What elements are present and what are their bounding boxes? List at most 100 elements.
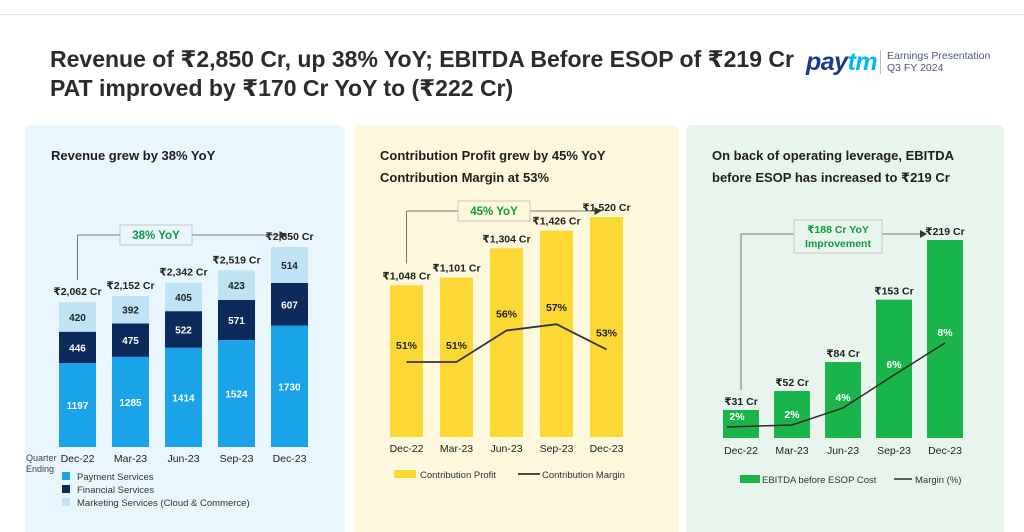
margin-label: 51% <box>396 340 418 352</box>
ebitda-bar-label: ₹84 Cr <box>826 348 860 360</box>
ebitda-margin-label: 2% <box>784 409 800 421</box>
revenue-total-label: ₹2,850 Cr <box>265 231 313 243</box>
legend-label: Marketing Services (Cloud & Commerce) <box>77 498 250 509</box>
title-line-2: PAT improved by ₹170 Cr YoY to (₹222 Cr) <box>50 75 514 101</box>
ebitda-title-line-2: before ESOP has increased to ₹219 Cr <box>712 170 950 185</box>
revenue-bar-payment <box>112 356 149 447</box>
ebitda-margin-label: 2% <box>729 411 745 423</box>
improvement-annotation-line-2: Improvement <box>805 238 871 250</box>
revenue-x-tick: Sep-23 <box>220 453 254 465</box>
contribution-x-tick: Mar-23 <box>440 443 473 455</box>
revenue-segment-label: 1285 <box>119 398 142 409</box>
legend-swatch-financial <box>62 485 70 493</box>
margin-line <box>406 323 607 363</box>
contribution-chart: ₹1,048 Cr Dec-22 51% ₹1,101 Cr Mar-23 51% ₹1,3… <box>382 200 631 481</box>
contribution-bar-label: ₹1,520 Cr <box>582 202 630 214</box>
revenue-segment-label: 1730 <box>278 382 301 393</box>
revenue-x-tick: Jun-23 <box>167 453 199 465</box>
contribution-title-line-2: Contribution Margin at 53% <box>380 170 549 185</box>
ebitda-chart: ₹31 Cr Dec-22 2% ₹52 Cr Mar-23 2% ₹84 Cr Jun-23… <box>723 219 965 486</box>
ebitda-bar-label: ₹153 Cr <box>874 286 913 298</box>
ebitda-x-tick: Dec-22 <box>724 445 758 457</box>
ebitda-bar-label: ₹31 Cr <box>724 396 758 408</box>
brand-divider <box>880 50 881 74</box>
revenue-bar-marketing <box>112 295 149 324</box>
revenue-panel: Revenue grew by 38% YoY 1197 446 420 ₹2,062… <box>25 125 345 532</box>
contribution-bar <box>490 248 523 437</box>
contribution-panel: Contribution Profit grew by 45% YoY Cont… <box>354 125 679 532</box>
ebitda-x-tick: Jun-23 <box>827 445 859 457</box>
ebitda-bar-label: ₹52 Cr <box>775 377 809 389</box>
legend-label: Margin (%) <box>915 475 961 486</box>
top-divider <box>0 14 1024 15</box>
revenue-segment-label: 405 <box>175 293 192 304</box>
legend-swatch-payment <box>62 472 70 480</box>
revenue-bar-marketing <box>218 270 255 300</box>
ebitda-margin-label: 6% <box>886 359 902 371</box>
yoy-annotation-label: 38% YoY <box>132 230 180 242</box>
yoy-annotation-label: 45% YoY <box>470 206 518 218</box>
revenue-total-label: ₹2,152 Cr <box>106 280 154 292</box>
ebitda-x-tick: Dec-23 <box>928 445 962 457</box>
ebitda-x-tick: Mar-23 <box>775 445 808 457</box>
revenue-bar-financial <box>59 331 96 363</box>
revenue-segment-label: 522 <box>175 325 192 336</box>
margin-label: 57% <box>546 302 568 314</box>
contribution-bar <box>590 217 623 437</box>
improvement-annotation-box <box>793 219 883 254</box>
contribution-x-tick: Jun-23 <box>490 443 522 455</box>
revenue-segment-label: 475 <box>122 336 139 347</box>
revenue-bar-financial <box>271 283 308 326</box>
revenue-x-tick: Dec-22 <box>61 453 95 465</box>
yoy-annotation-box <box>119 224 193 246</box>
revenue-bar-marketing <box>271 246 308 283</box>
improvement-arrow-head <box>920 230 927 238</box>
contribution-title-line-1: Contribution Profit grew by 45% YoY <box>380 148 606 163</box>
legend-swatch-ebitda <box>740 475 760 483</box>
ebitda-title-line-1: On back of operating leverage, EBITDA <box>712 148 954 163</box>
contribution-bar <box>540 230 573 437</box>
ebitda-x-tick: Sep-23 <box>877 445 911 457</box>
revenue-segment-label: 607 <box>281 300 298 311</box>
revenue-x-tick: Mar-23 <box>114 453 147 465</box>
contribution-bar-label: ₹1,101 Cr <box>432 263 480 275</box>
revenue-bar-payment <box>59 363 96 447</box>
revenue-bar-payment <box>218 340 255 447</box>
revenue-total-label: ₹2,342 Cr <box>159 267 207 279</box>
legend-label: Financial Services <box>77 485 154 496</box>
ebitda-bar-label: ₹219 Cr <box>925 226 964 238</box>
ebitda-bar <box>774 390 810 438</box>
revenue-segment-label: 392 <box>122 306 139 317</box>
yoy-arrow-head <box>594 207 602 215</box>
ebitda-bar <box>927 240 963 438</box>
contribution-bar-label: ₹1,304 Cr <box>482 233 530 245</box>
ebitda-margin-label: 4% <box>835 392 851 404</box>
revenue-segment-label: 514 <box>281 261 298 272</box>
contribution-x-tick: Dec-23 <box>590 443 624 455</box>
legend-label: EBITDA before ESOP Cost <box>762 475 877 486</box>
ebitda-panel-title: On back of operating leverage, EBITDA be… <box>712 145 954 189</box>
revenue-bar-financial <box>112 323 149 357</box>
revenue-segment-label: 1524 <box>225 390 248 401</box>
revenue-segment-label: 423 <box>228 281 245 292</box>
revenue-xlabel-quarter: Quarter <box>26 453 57 463</box>
revenue-bar-financial <box>218 299 255 341</box>
legend-label: Payment Services <box>77 472 154 483</box>
contribution-bar-label: ₹1,048 Cr <box>382 270 430 282</box>
revenue-segment-label: 446 <box>69 343 86 354</box>
revenue-segment-label: 1414 <box>172 393 195 404</box>
margin-label: 51% <box>446 340 468 352</box>
contribution-panel-title: Contribution Profit grew by 45% YoY Cont… <box>380 145 606 189</box>
legend-label: Contribution Profit <box>420 470 496 481</box>
revenue-bar-payment <box>271 325 308 447</box>
revenue-panel-title: Revenue grew by 38% YoY <box>51 148 216 163</box>
contribution-x-tick: Sep-23 <box>540 443 574 455</box>
revenue-total-label: ₹2,519 Cr <box>212 254 260 266</box>
legend-label: Contribution Margin <box>542 470 625 481</box>
revenue-chart: 1197 446 420 ₹2,062 Cr Dec-22 1285 475 392 ₹2,15… <box>26 224 314 509</box>
revenue-segment-label: 420 <box>69 313 86 324</box>
brand-subtitle-1: Earnings Presentation <box>887 50 991 62</box>
ebitda-bar <box>723 409 759 438</box>
title-line-1: Revenue of ₹2,850 Cr, up 38% YoY; EBITDA… <box>50 46 794 72</box>
improvement-annotation-line-1: ₹188 Cr YoY <box>807 224 869 236</box>
